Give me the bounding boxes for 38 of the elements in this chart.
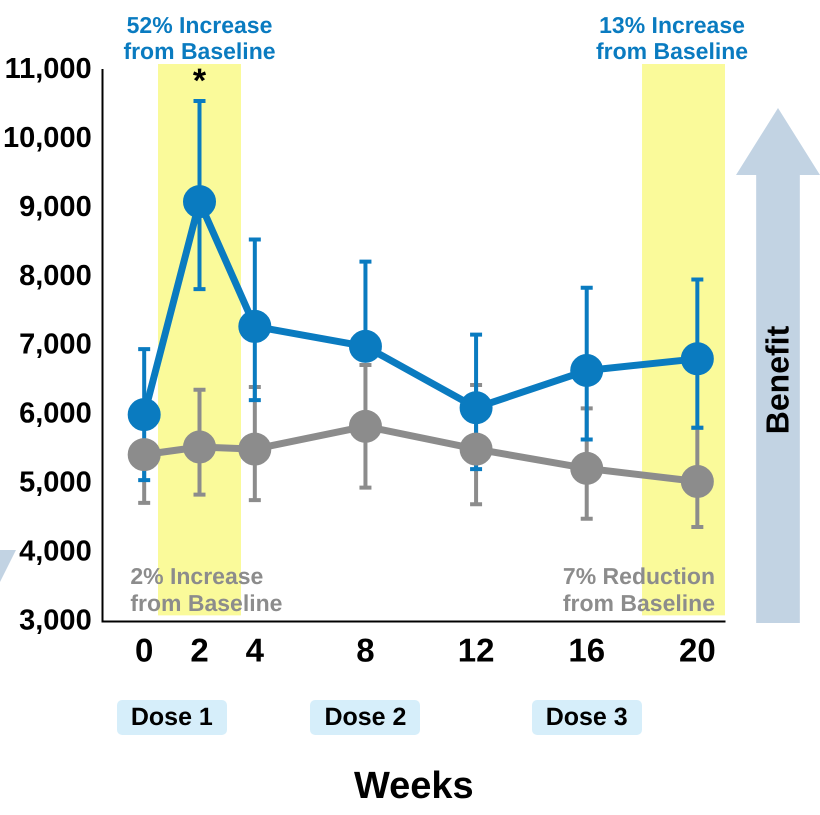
point	[680, 342, 714, 376]
x-tick-label: 8	[356, 631, 375, 668]
point	[460, 391, 493, 424]
x-tick-label: 20	[678, 631, 716, 668]
point	[128, 398, 161, 432]
y-tick-label: 10,000	[2, 122, 92, 154]
text: Benefit	[760, 326, 796, 434]
y-tick-label: 11,000	[4, 53, 92, 85]
x-tick-label: 12	[458, 631, 494, 668]
y-tick-label: 7,000	[19, 328, 92, 361]
y-tick-label: 8,000	[19, 260, 92, 292]
point	[183, 430, 216, 464]
y-tick-label: 9,000	[19, 190, 92, 223]
point	[238, 432, 272, 466]
point	[570, 354, 604, 388]
y-tick-label: 3,000	[19, 604, 92, 636]
text: Dose 2	[310, 700, 420, 735]
point	[570, 452, 604, 485]
x-tick-label: 0	[135, 631, 154, 668]
point	[238, 310, 272, 343]
text: 13% Increase from Baseline	[594, 12, 750, 65]
point	[348, 330, 382, 363]
point	[128, 438, 161, 472]
point	[348, 410, 382, 443]
text: 52% Increase from Baseline	[122, 12, 277, 65]
x-axis-title: Weeks	[352, 765, 475, 809]
point	[460, 432, 493, 466]
point	[680, 464, 714, 498]
x-tick-label: 16	[568, 631, 606, 668]
x-tick-label: 4	[246, 631, 265, 668]
text: Dose 3	[532, 700, 642, 735]
annotation: *	[192, 62, 208, 102]
point	[183, 185, 216, 218]
text: Dose 1	[116, 700, 227, 735]
y-tick-label: 5,000	[19, 466, 92, 499]
y-tick-label: 4,000	[19, 535, 92, 568]
y-tick-label: 6,000	[19, 398, 92, 430]
x-tick-label: 2	[190, 631, 209, 668]
